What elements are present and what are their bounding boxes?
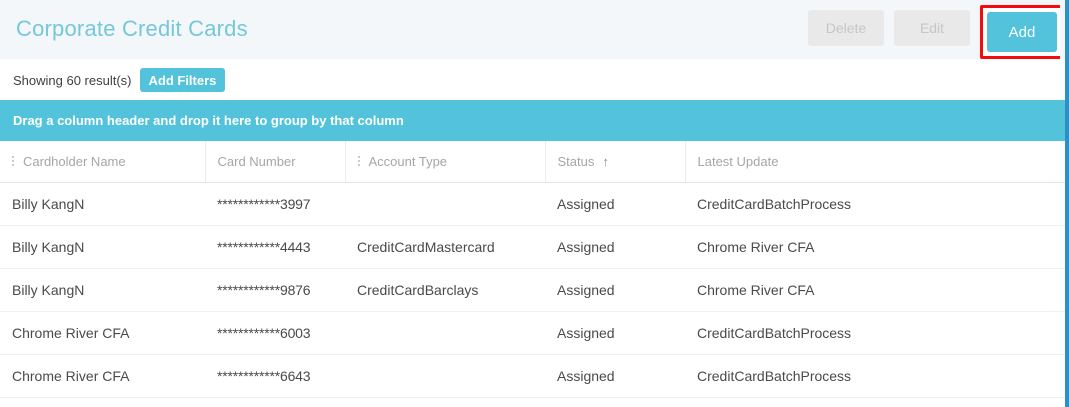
cell-status: Assigned [545,311,685,355]
add-button[interactable]: Add [987,12,1057,52]
add-filters-button[interactable]: Add Filters [139,68,226,92]
page-header: Corporate Credit Cards Delete Edit Add [0,0,1069,60]
group-by-dropzone-label: Drag a column header and drop it here to… [13,113,404,128]
cell-latest-update: Chrome River CFA [685,268,1069,312]
page-title: Corporate Credit Cards [16,16,248,41]
scrollbar-header-gap [1060,0,1065,60]
column-header-label: Cardholder Name [23,153,126,169]
column-header-label: Latest Update [697,153,779,169]
cell-cardholder-name: Billy KangN [0,182,205,226]
cell-card-number: ************9876 [205,268,345,312]
column-header-latest-update[interactable]: Latest Update [685,141,1069,183]
table-row[interactable]: Chrome River CFA ************6643 Assign… [0,354,1069,398]
drag-handle-icon[interactable] [12,156,15,167]
cell-latest-update: CreditCardBatchProcess [685,354,1069,398]
cell-cardholder-name: Billy KangN [0,225,205,269]
cell-cardholder-name: Billy KangN [0,268,205,312]
cell-card-number: ************3997 [205,182,345,226]
drag-handle-icon[interactable] [357,156,361,167]
cell-card-number: ************4443 [205,225,345,269]
column-header-card-number[interactable]: Card Number [205,141,346,183]
add-button-highlight: Add [980,5,1064,59]
column-header-label: Status [557,153,595,169]
cell-account-type [345,311,545,355]
table-row[interactable]: Billy KangN ************4443 CreditCardM… [0,225,1069,269]
credit-cards-table: Cardholder Name Card Number Account Type [0,141,1069,398]
column-header-label: Card Number [217,153,296,169]
sort-ascending-icon: ↑ [602,153,609,169]
table-row[interactable]: Billy KangN ************9876 CreditCardB… [0,268,1069,312]
table-body: Billy KangN ************3997 Assigned Cr… [0,182,1069,398]
filter-bar: Showing 60 result(s) Add Filters [0,60,1069,100]
cell-account-type: CreditCardBarclays [345,268,545,312]
cell-latest-update: CreditCardBatchProcess [685,182,1069,226]
column-header-status[interactable]: Status ↑ [545,141,686,183]
cell-status: Assigned [545,225,685,269]
header-actions: Delete Edit Add [808,5,1064,59]
cell-latest-update: CreditCardBatchProcess [685,311,1069,355]
cell-status: Assigned [545,182,685,226]
column-header-cardholder-name[interactable]: Cardholder Name [0,141,206,183]
cell-card-number: ************6643 [205,354,345,398]
cell-account-type [345,354,545,398]
cell-cardholder-name: Chrome River CFA [0,311,205,355]
table-row[interactable]: Chrome River CFA ************6003 Assign… [0,311,1069,355]
delete-button[interactable]: Delete [808,10,884,46]
column-header-account-type[interactable]: Account Type [345,141,546,183]
vertical-scrollbar[interactable] [1065,0,1069,407]
result-count-label: Showing 60 result(s) [13,72,132,88]
table-header: Cardholder Name Card Number Account Type [0,141,1069,183]
cell-card-number: ************6003 [205,311,345,355]
cell-status: Assigned [545,354,685,398]
cell-latest-update: Chrome River CFA [685,225,1069,269]
table-row[interactable]: Billy KangN ************3997 Assigned Cr… [0,182,1069,226]
cell-account-type [345,182,545,226]
table-header-row: Cardholder Name Card Number Account Type [0,141,1069,183]
group-by-dropzone[interactable]: Drag a column header and drop it here to… [0,100,1069,141]
cell-cardholder-name: Chrome River CFA [0,354,205,398]
column-header-label: Account Type [368,153,448,169]
cell-status: Assigned [545,268,685,312]
edit-button[interactable]: Edit [894,10,970,46]
cell-account-type: CreditCardMastercard [345,225,545,269]
